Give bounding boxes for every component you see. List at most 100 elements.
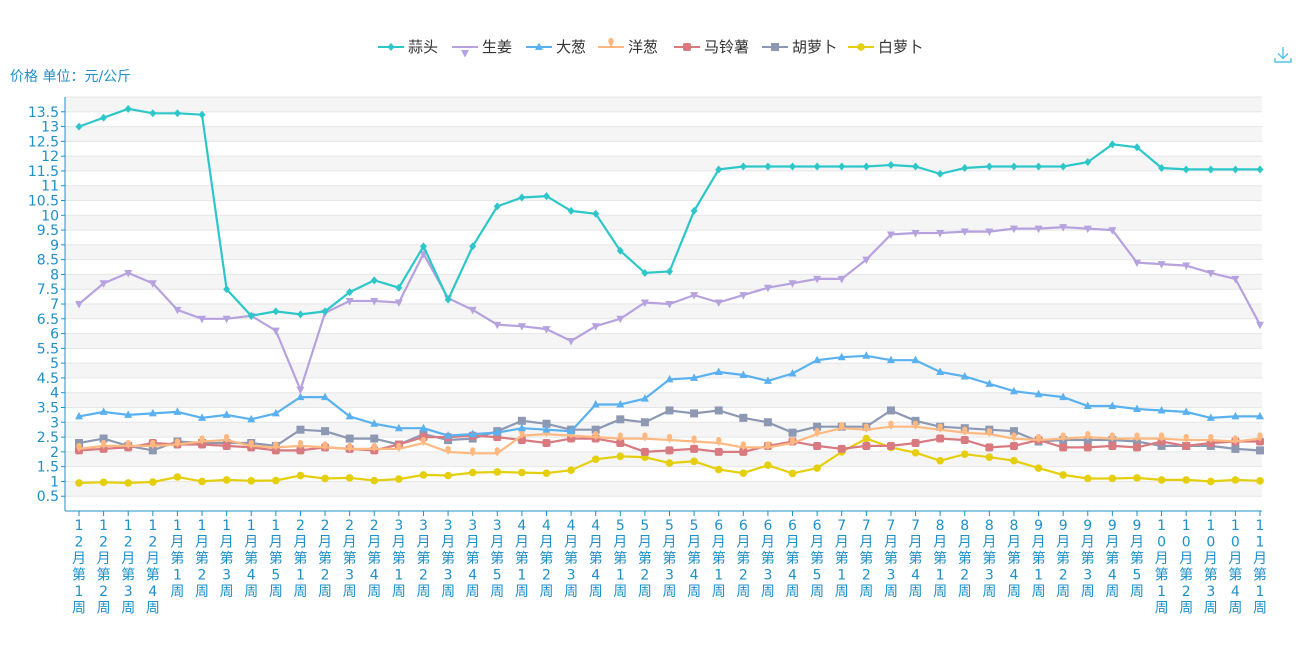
data-point (173, 473, 182, 481)
y-tick-label: 8.5 (37, 253, 59, 269)
x-tick-label: 9 月第 3 周 (1081, 518, 1095, 600)
data-point (1059, 392, 1068, 401)
data-point (665, 459, 674, 467)
legend-item[interactable]: 大葱 (526, 38, 586, 56)
data-point (271, 408, 280, 417)
data-point (124, 269, 133, 278)
legend-symbol (387, 43, 395, 51)
data-point (666, 434, 673, 444)
x-tick-label: 3 月第 2 周 (416, 518, 430, 600)
legend-item[interactable]: 洋葱 (598, 38, 658, 56)
legend-symbol (771, 43, 779, 51)
data-point (124, 104, 132, 113)
legend-item[interactable]: 蒜头 (378, 38, 438, 56)
x-tick-label: 9 月第 1 周 (1032, 518, 1046, 600)
legend[interactable]: 蒜头 生姜 大葱 洋葱 马铃薯 胡萝卜 白萝卜 (378, 38, 923, 58)
data-point (1182, 407, 1191, 415)
data-point (1108, 474, 1117, 483)
data-point (1011, 432, 1017, 442)
data-point (617, 432, 623, 442)
data-point (862, 162, 870, 171)
data-point (321, 427, 330, 436)
data-point (444, 471, 452, 480)
x-axis: 1 2 月第 1 周 1 2 月第 2 周 1 2 月第 3 周 1 2 月第 4 周 1 月第 1 周 1 月第 2 周 1 月第 3 周 1… (72, 511, 1267, 617)
data-point (985, 453, 994, 461)
data-point (838, 162, 846, 171)
data-point (1133, 474, 1141, 482)
data-point (149, 478, 157, 486)
data-point (1109, 432, 1116, 442)
data-point (911, 448, 920, 457)
data-point (936, 367, 945, 376)
data-point (419, 242, 427, 251)
legend-item[interactable]: 胡萝卜 (762, 38, 837, 56)
y-tick-label: 9.5 (37, 223, 59, 239)
data-point (347, 442, 353, 452)
data-point (640, 447, 649, 456)
legend-label: 大葱 (556, 38, 586, 56)
data-point (1256, 321, 1264, 330)
x-tick-label: 7 月第 1 周 (835, 518, 849, 600)
download-icon[interactable] (1272, 44, 1294, 66)
data-point (1182, 441, 1191, 450)
data-point (567, 206, 575, 215)
data-point (839, 422, 845, 432)
legend-item[interactable]: 马铃薯 (674, 38, 749, 56)
data-point (1182, 476, 1190, 484)
data-point (616, 246, 624, 255)
data-point (370, 476, 379, 485)
data-point (764, 461, 772, 469)
data-point (370, 419, 379, 427)
data-point (174, 438, 181, 448)
data-point (296, 392, 305, 401)
data-point (99, 434, 108, 443)
data-point (445, 445, 451, 455)
data-point (100, 113, 108, 122)
data-point (960, 228, 969, 237)
data-point (666, 267, 673, 276)
data-point (665, 406, 674, 415)
data-point (419, 471, 428, 479)
x-tick-label: 6 月第 5 周 (810, 518, 824, 600)
y-tick-label: 13.5 (28, 105, 59, 121)
y-tick-label: 2.5 (37, 430, 59, 446)
grid-band (65, 422, 1262, 438)
x-tick-label: 7 月第 4 周 (909, 518, 923, 600)
data-point (837, 444, 846, 453)
data-point (690, 373, 699, 381)
data-point (1059, 471, 1067, 479)
data-point (714, 406, 723, 415)
data-point (986, 428, 992, 438)
data-point (1009, 427, 1018, 436)
data-point (1256, 411, 1264, 420)
x-tick-label: 1 月第 2 周 (195, 518, 209, 600)
data-point (763, 376, 772, 384)
data-point (862, 256, 871, 265)
series-6 (75, 434, 1264, 487)
data-point (690, 444, 699, 453)
x-tick-label: 1 1 月第 1 周 (1253, 518, 1267, 617)
x-tick-label: 4 月第 2 周 (539, 518, 553, 600)
data-point (985, 228, 994, 237)
legend-item[interactable]: 白萝卜 (848, 38, 923, 56)
grid-band (65, 215, 1262, 231)
grid-band (65, 451, 1262, 467)
data-point (640, 394, 649, 402)
x-tick-label: 8 月第 3 周 (982, 518, 996, 600)
data-point (99, 407, 108, 415)
data-point (1208, 434, 1214, 444)
data-point (888, 420, 894, 430)
data-point (370, 298, 379, 306)
data-point (1256, 165, 1264, 174)
data-point (493, 468, 502, 476)
data-point (248, 439, 254, 449)
legend-symbol (461, 50, 469, 58)
legend-item[interactable]: 生姜 (452, 38, 512, 58)
y-tick-label: 2 (50, 445, 59, 461)
data-point (1108, 401, 1117, 410)
data-point (591, 400, 600, 408)
data-point (714, 447, 723, 456)
legend-label: 生姜 (482, 38, 512, 56)
data-point (616, 438, 625, 447)
data-point (813, 441, 822, 450)
